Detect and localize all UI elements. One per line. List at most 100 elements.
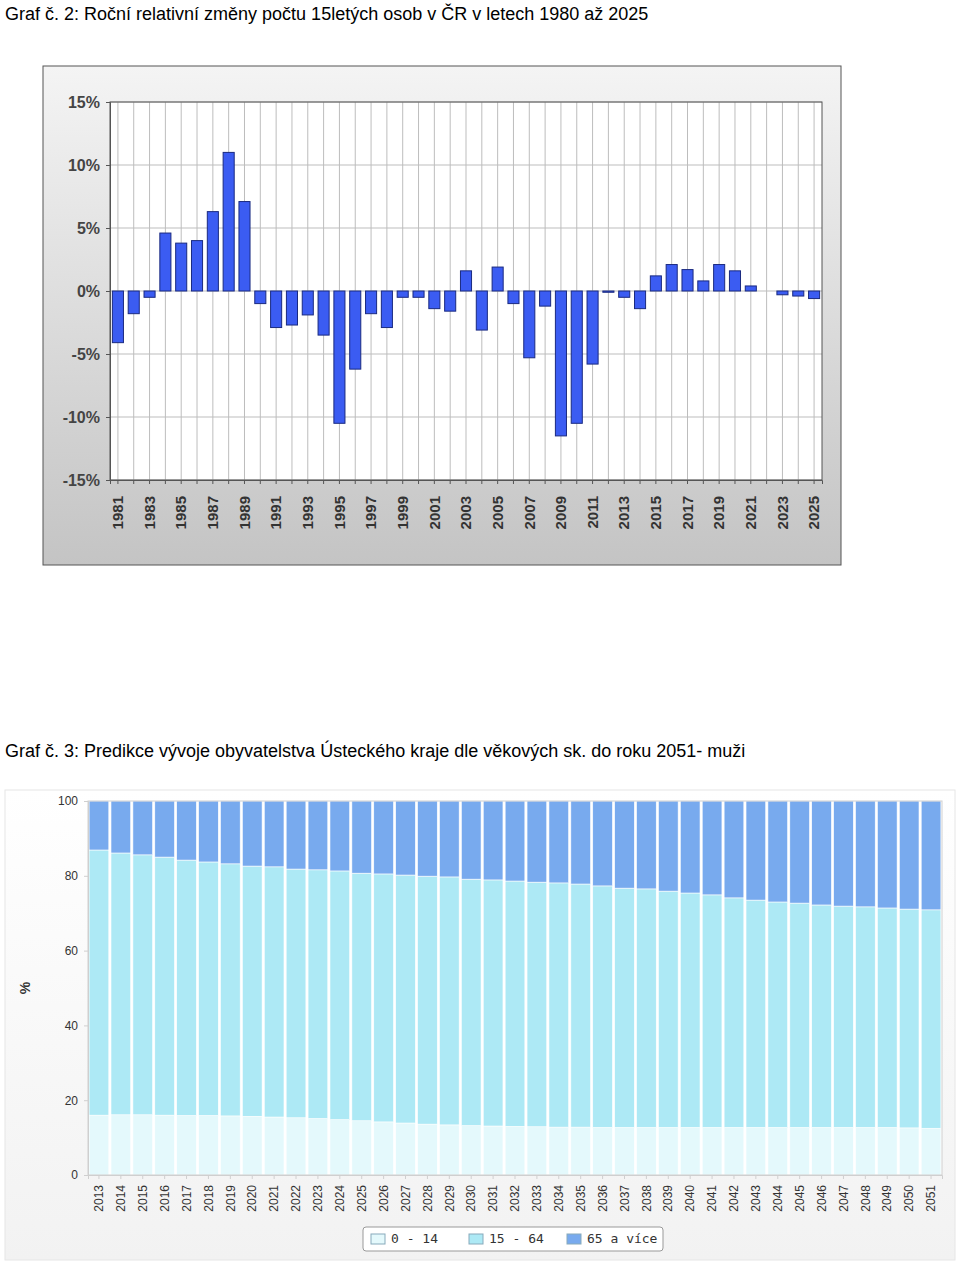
tick-label: 2007	[521, 496, 538, 529]
tick-label: 2019	[224, 1185, 238, 1212]
plot-frame	[110, 102, 822, 480]
bar-segment	[155, 801, 175, 857]
tick-label: 1989	[236, 496, 253, 529]
bar-segment	[790, 903, 810, 1127]
tick: 2009	[552, 480, 569, 529]
bar-segment	[439, 801, 459, 877]
tick: 2034	[552, 1175, 566, 1212]
tick: 5%	[77, 220, 110, 237]
tick: 2046	[815, 1175, 829, 1212]
bar	[761, 291, 772, 292]
tick: 0	[71, 1168, 88, 1182]
tick: 1995	[331, 480, 348, 529]
tick-label: 2013	[92, 1185, 106, 1212]
tick-mark	[84, 876, 88, 877]
bar-segment	[724, 801, 744, 898]
tick-label: 2044	[771, 1185, 785, 1212]
tick-label: 2021	[267, 1185, 281, 1212]
tick: 2049	[880, 1175, 894, 1212]
tick-mark	[560, 480, 561, 484]
bar-segment	[812, 1128, 832, 1175]
bar-segment	[505, 801, 525, 881]
tick: 2045	[793, 1175, 807, 1212]
tick-label: 2027	[399, 1185, 413, 1212]
bar	[271, 291, 282, 328]
tick	[576, 480, 577, 484]
bar-segment	[133, 801, 153, 855]
tick: 2038	[640, 1175, 654, 1212]
tick-mark	[646, 1175, 647, 1179]
tick-label: 2016	[158, 1185, 172, 1212]
bar	[239, 202, 250, 291]
bar-segment	[790, 1128, 810, 1175]
tick-mark	[106, 354, 110, 355]
tick-mark	[624, 480, 625, 484]
bar-segment	[220, 1116, 240, 1175]
tick-label: 2022	[289, 1185, 303, 1212]
tick: 2022	[289, 1175, 303, 1212]
tick: 2036	[596, 1175, 610, 1212]
tick-mark	[386, 480, 387, 484]
tick: 2021	[267, 1175, 281, 1212]
bar-segment	[615, 801, 635, 888]
tick-mark	[106, 102, 110, 103]
bar	[334, 291, 345, 423]
tick-mark	[608, 480, 609, 484]
legend-label: 15 - 64	[489, 1231, 544, 1246]
tick-label: 2026	[377, 1185, 391, 1212]
tick-mark	[208, 1175, 209, 1179]
bar	[793, 291, 804, 296]
axis-line	[111, 481, 823, 485]
bar	[191, 241, 202, 291]
bar	[302, 291, 313, 315]
tick-label: 2038	[640, 1185, 654, 1212]
tick-label: 2040	[683, 1185, 697, 1212]
tick: 60	[65, 944, 88, 958]
tick-label: 2048	[859, 1185, 873, 1212]
tick	[703, 480, 704, 484]
bar	[571, 291, 582, 423]
bar-segment	[746, 801, 766, 900]
tick-mark	[339, 1175, 340, 1179]
bar	[603, 291, 614, 292]
tick-label: 1995	[331, 496, 348, 529]
bar-segment	[768, 801, 788, 902]
tick	[165, 480, 166, 484]
bar	[745, 286, 756, 291]
tick-mark	[529, 480, 530, 484]
bar-segment	[615, 888, 635, 1127]
tick-mark	[228, 480, 229, 484]
bar-segment	[133, 1115, 153, 1175]
bar	[714, 265, 725, 291]
bar-segment	[286, 1118, 306, 1175]
bar-segment	[505, 1126, 525, 1175]
bar	[397, 291, 408, 297]
tick-mark	[733, 1175, 734, 1179]
bar	[555, 291, 566, 436]
tick-label: 2045	[793, 1185, 807, 1212]
tick-label: 2047	[837, 1185, 851, 1212]
bar	[176, 243, 187, 291]
bar-segment	[396, 801, 416, 875]
tick: 2044	[771, 1175, 785, 1212]
tick-label: 2015	[647, 496, 664, 529]
bar-segment	[352, 873, 372, 1121]
tick-mark	[106, 417, 110, 418]
tick: 2019	[224, 1175, 238, 1212]
axis-line	[89, 1176, 943, 1180]
tick-mark	[719, 480, 720, 484]
bar-segment	[680, 801, 700, 893]
bar-segment	[220, 864, 240, 1116]
tick-label: 2036	[596, 1185, 610, 1212]
tick-mark	[450, 480, 451, 484]
bar	[682, 270, 693, 291]
tick-mark	[296, 1175, 297, 1179]
tick-mark	[576, 480, 577, 484]
plot-area	[88, 801, 942, 1175]
bar	[144, 291, 155, 297]
tick-label: -15%	[63, 472, 100, 489]
bar-segment	[593, 801, 613, 886]
tick: 2023	[774, 480, 791, 529]
bar-segment	[352, 801, 372, 873]
bar-segment	[702, 895, 722, 1128]
